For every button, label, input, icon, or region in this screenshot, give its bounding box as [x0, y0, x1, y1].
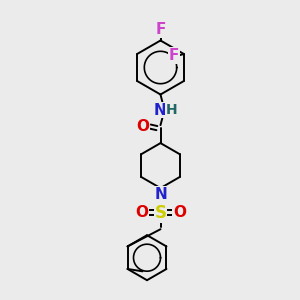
Text: O: O	[173, 205, 186, 220]
Text: S: S	[154, 204, 166, 222]
Text: F: F	[155, 22, 166, 38]
Text: H: H	[166, 103, 178, 117]
Text: O: O	[136, 119, 149, 134]
Text: N: N	[154, 103, 166, 118]
Text: N: N	[154, 187, 167, 202]
Text: O: O	[135, 205, 148, 220]
Text: F: F	[169, 48, 179, 63]
